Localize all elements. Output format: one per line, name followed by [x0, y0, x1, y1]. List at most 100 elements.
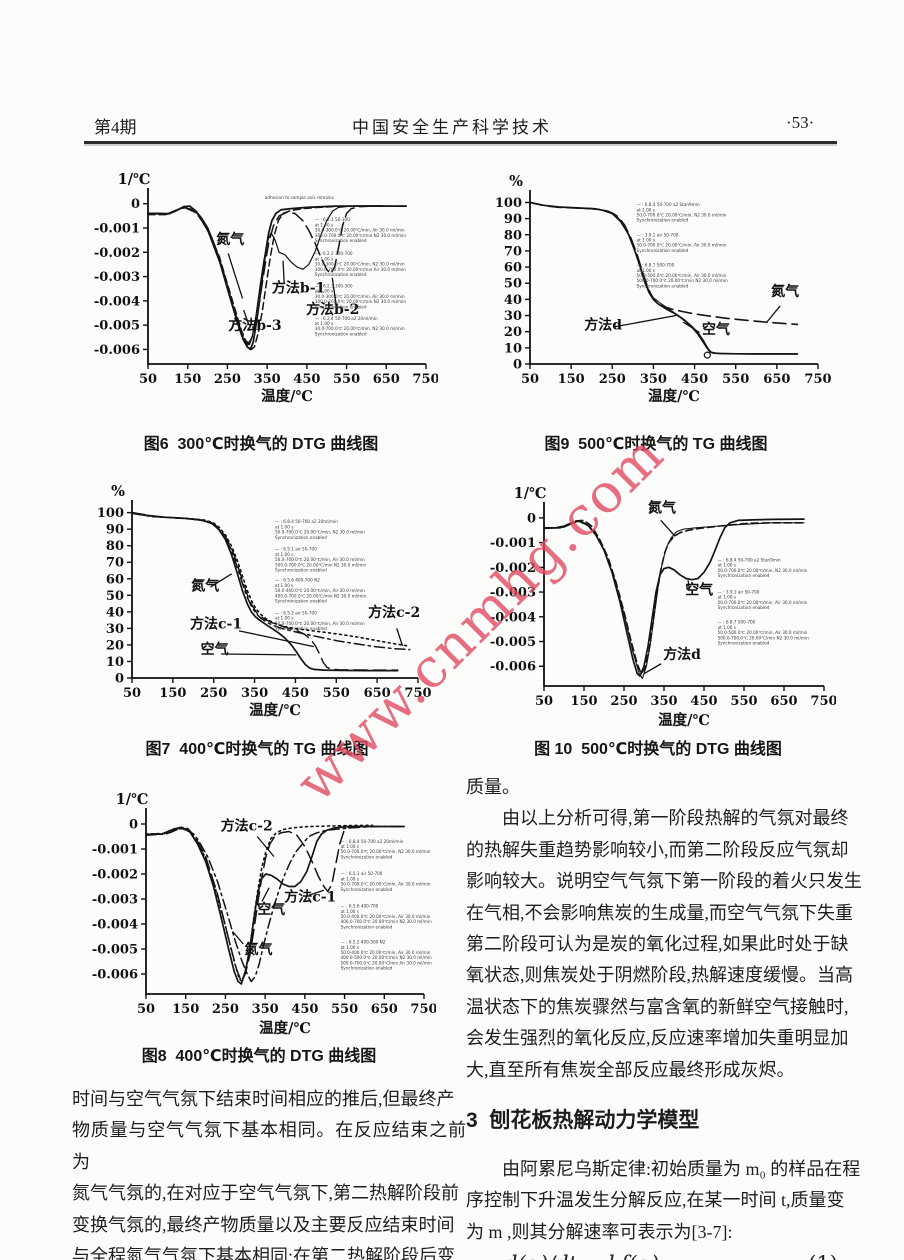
svg-text:0: 0	[129, 818, 138, 833]
svg-text:at 1.00 s: at 1.00 s	[341, 909, 359, 914]
svg-text:at 1.00 s: at 1.00 s	[637, 268, 655, 273]
svg-text:750: 750	[810, 694, 836, 709]
svg-text:— : 6.8.4 50-700 a2 Stan9min: — : 6.8.4 50-700 a2 Stan9min	[718, 557, 781, 562]
svg-text:-0.002: -0.002	[94, 246, 140, 261]
svg-text:550: 550	[730, 694, 757, 709]
right-column-paragraph-1: 质量。 由以上分析可得,第一阶段热解的气氛对最终 的热解失重趋势影响较小,而第二阶段…	[466, 772, 864, 1086]
svg-text:50.0-700.0℃ 20.00℃/min, Air 30: 50.0-700.0℃ 20.00℃/min, Air 30.0 ml/min	[275, 621, 365, 626]
svg-text:50.0-700.0℃ 20.00℃/min, N2 30.: 50.0-700.0℃ 20.00℃/min, N2 30.0 ml/min	[275, 530, 365, 535]
svg-text:30: 30	[106, 622, 124, 637]
svg-text:550: 550	[722, 372, 749, 387]
header-page-number: ·53·	[786, 113, 815, 132]
svg-text:方法d: 方法d	[584, 316, 622, 333]
svg-text:500.0-700.0℃ 20.00℃/min Air: 500.0-700.0℃ 20.00℃/min Air 30.0 ml/min	[341, 960, 432, 965]
svg-text:-0.001: -0.001	[490, 536, 536, 551]
svg-text:氮气: 氮气	[215, 231, 244, 248]
svg-text:— : 6.5.1 air 50-700: — : 6.5.1 air 50-700	[341, 871, 383, 876]
svg-text:方法c-2: 方法c-2	[368, 604, 420, 621]
svg-text:50.0-500.0℃ 20.00℃/min, Air 30: 50.0-500.0℃ 20.00℃/min, Air 30.0 ml/min	[637, 273, 727, 278]
svg-text:-0.002: -0.002	[92, 868, 138, 883]
svg-text:750: 750	[804, 372, 831, 387]
svg-text:adhesion to sample axis remain: adhesion to sample axis remains	[265, 195, 334, 200]
svg-text:at 1.00 s: at 1.00 s	[718, 625, 736, 630]
svg-text:80: 80	[504, 228, 522, 243]
svg-text:10: 10	[504, 341, 522, 356]
svg-text:50.0-700.0℃ 20.00℃/min, Air 30: 50.0-700.0℃ 20.00℃/min, Air 30.0 ml/min	[341, 882, 431, 887]
svg-text:at 1.00 s: at 1.00 s	[341, 945, 359, 950]
svg-text:at 1.00 s: at 1.00 s	[275, 552, 293, 557]
svg-text:750: 750	[404, 686, 431, 701]
svg-text:%: %	[111, 483, 125, 500]
svg-text:30.0-300.0℃ 20.00℃/min, Air 30: 30.0-300.0℃ 20.00℃/min, Air 30.0 ml/min	[315, 294, 405, 299]
svg-text:-0.002: -0.002	[490, 561, 536, 576]
svg-text:450: 450	[690, 694, 717, 709]
svg-text:— : 6.5.6 400-700: — : 6.5.6 400-700	[341, 904, 379, 909]
fig7-caption: 图7 400℃时换气的 TG 曲线图	[145, 741, 369, 758]
svg-text:-0.005: -0.005	[92, 943, 138, 958]
svg-text:500.0-700.0℃ 20.00℃/min N2: 500.0-700.0℃ 20.00℃/min N2 30.0 ml/min	[275, 562, 367, 567]
svg-text:— : 6.5.6 400-700 N2: — : 6.5.6 400-700 N2	[275, 578, 320, 583]
header-issue: 第4期	[94, 118, 137, 137]
svg-text:at 1.00 s: at 1.00 s	[275, 524, 293, 529]
fig10-caption: 图 10 500℃时换气的 DTG 曲线图	[534, 741, 782, 758]
header-journal-title: 中国安全生产科学技术	[352, 118, 552, 137]
svg-text:at 1.00 s: at 1.00 s	[718, 563, 736, 568]
svg-text:方法b-3: 方法b-3	[228, 317, 281, 334]
svg-text:— : 6.8.4 50-700 a2 20ml/min: — : 6.8.4 50-700 a2 20ml/min	[341, 839, 404, 844]
text-line: 氮气气氛的,在对应于空气气氛下,第二热解阶段前	[72, 1183, 459, 1204]
svg-text:at 1.00 s: at 1.00 s	[275, 583, 293, 588]
svg-text:400.0-700.0℃ 20.00℃/min N2: 400.0-700.0℃ 20.00℃/min N2 30.0 ml/min	[341, 919, 433, 924]
text-line: 序控制下升温发生分解反应,在某一时间 t,质量变	[466, 1190, 845, 1211]
svg-text:— : 3.9.1 air 50-700: — : 3.9.1 air 50-700	[718, 589, 760, 594]
svg-text:50: 50	[137, 1002, 155, 1017]
svg-text:-0.003: -0.003	[94, 270, 140, 285]
svg-text:300.0-700.0℃ 20.00℃/min N2: 300.0-700.0℃ 20.00℃/min N2 30.0 ml/min	[315, 299, 407, 304]
text-line: 变换气氛的,最终产物质量以及主要反应结束时间	[72, 1214, 455, 1235]
text-line: 会发生强烈的氧化反应,反应速率增加失重明显加	[466, 1028, 849, 1049]
svg-text:50: 50	[123, 686, 141, 701]
svg-text:250: 250	[214, 372, 241, 387]
svg-text:0: 0	[513, 358, 522, 373]
svg-text:Synchronization enabled: Synchronization enabled	[275, 626, 327, 631]
text-line: 温状态下的焦炭骤然与富含氧的新鲜空气接触时,	[466, 996, 849, 1017]
svg-text:方法c-2: 方法c-2	[221, 817, 273, 834]
svg-text:50.0-700.0℃ 20.00℃/min, Air 30: 50.0-700.0℃ 20.00℃/min, Air 30.0 ml/min	[637, 243, 727, 248]
svg-text:70: 70	[504, 244, 522, 259]
svg-text:— : 3.9.1 air 50-700: — : 3.9.1 air 50-700	[637, 232, 679, 237]
svg-text:-0.004: -0.004	[94, 294, 140, 309]
svg-text:500.0-700.0℃ 20.00℃/min N2: 500.0-700.0℃ 20.00℃/min N2 30.0 ml/min	[637, 278, 729, 283]
svg-text:550: 550	[323, 686, 350, 701]
svg-text:90: 90	[106, 523, 124, 538]
text-line: 质量。	[466, 777, 520, 797]
svg-text:氮气: 氮气	[770, 283, 799, 300]
svg-text:750: 750	[412, 372, 438, 387]
text-line: 第二阶段可认为是炭的氧化过程,如果此时处于缺	[466, 934, 849, 955]
svg-text:0: 0	[115, 672, 124, 687]
svg-text:450: 450	[293, 372, 320, 387]
svg-text:40: 40	[504, 293, 522, 308]
svg-text:空气: 空气	[257, 901, 285, 918]
svg-text:50: 50	[504, 277, 522, 292]
svg-text:450: 450	[291, 1002, 318, 1017]
svg-text:at 1.00 s: at 1.00 s	[637, 207, 655, 212]
svg-text:100: 100	[495, 196, 522, 211]
svg-text:150: 150	[172, 1002, 199, 1017]
svg-text:650: 650	[763, 372, 790, 387]
svg-text:50.0-400.0℃ 20.00℃/min, Air 30: 50.0-400.0℃ 20.00℃/min, Air 30.0 ml/min	[341, 950, 431, 955]
svg-text:Synchronization enabled: Synchronization enabled	[341, 924, 393, 929]
svg-text:90: 90	[504, 212, 522, 227]
svg-text:50: 50	[139, 372, 157, 387]
svg-text:50.0-700.0℃ 20.00℃/min, Air 30: 50.0-700.0℃ 20.00℃/min, Air 30.0 ml/min	[275, 557, 365, 562]
svg-text:-0.006: -0.006	[490, 660, 536, 675]
svg-text:50: 50	[535, 694, 553, 709]
svg-text:350: 350	[241, 686, 268, 701]
equation-1-row: d(α)/dt = kf(α) (1)	[466, 1252, 864, 1260]
fig8-dtg-400c-chart: 50 150 250 350 450 550 650 750 0 -0.001 -0.002 -0.0…	[92, 791, 436, 1037]
svg-text:at 1.00 s: at 1.00 s	[315, 289, 333, 294]
svg-text:— : 6.8.4 50-700 a2 Stan9min: — : 6.8.4 50-700 a2 Stan9min	[637, 202, 700, 207]
svg-text:-0.006: -0.006	[92, 968, 138, 983]
svg-text:50: 50	[521, 372, 539, 387]
svg-text:Synchronization enabled: Synchronization enabled	[341, 966, 393, 971]
fig9-caption: 图9 500℃时换气的 TG 曲线图	[544, 436, 768, 453]
